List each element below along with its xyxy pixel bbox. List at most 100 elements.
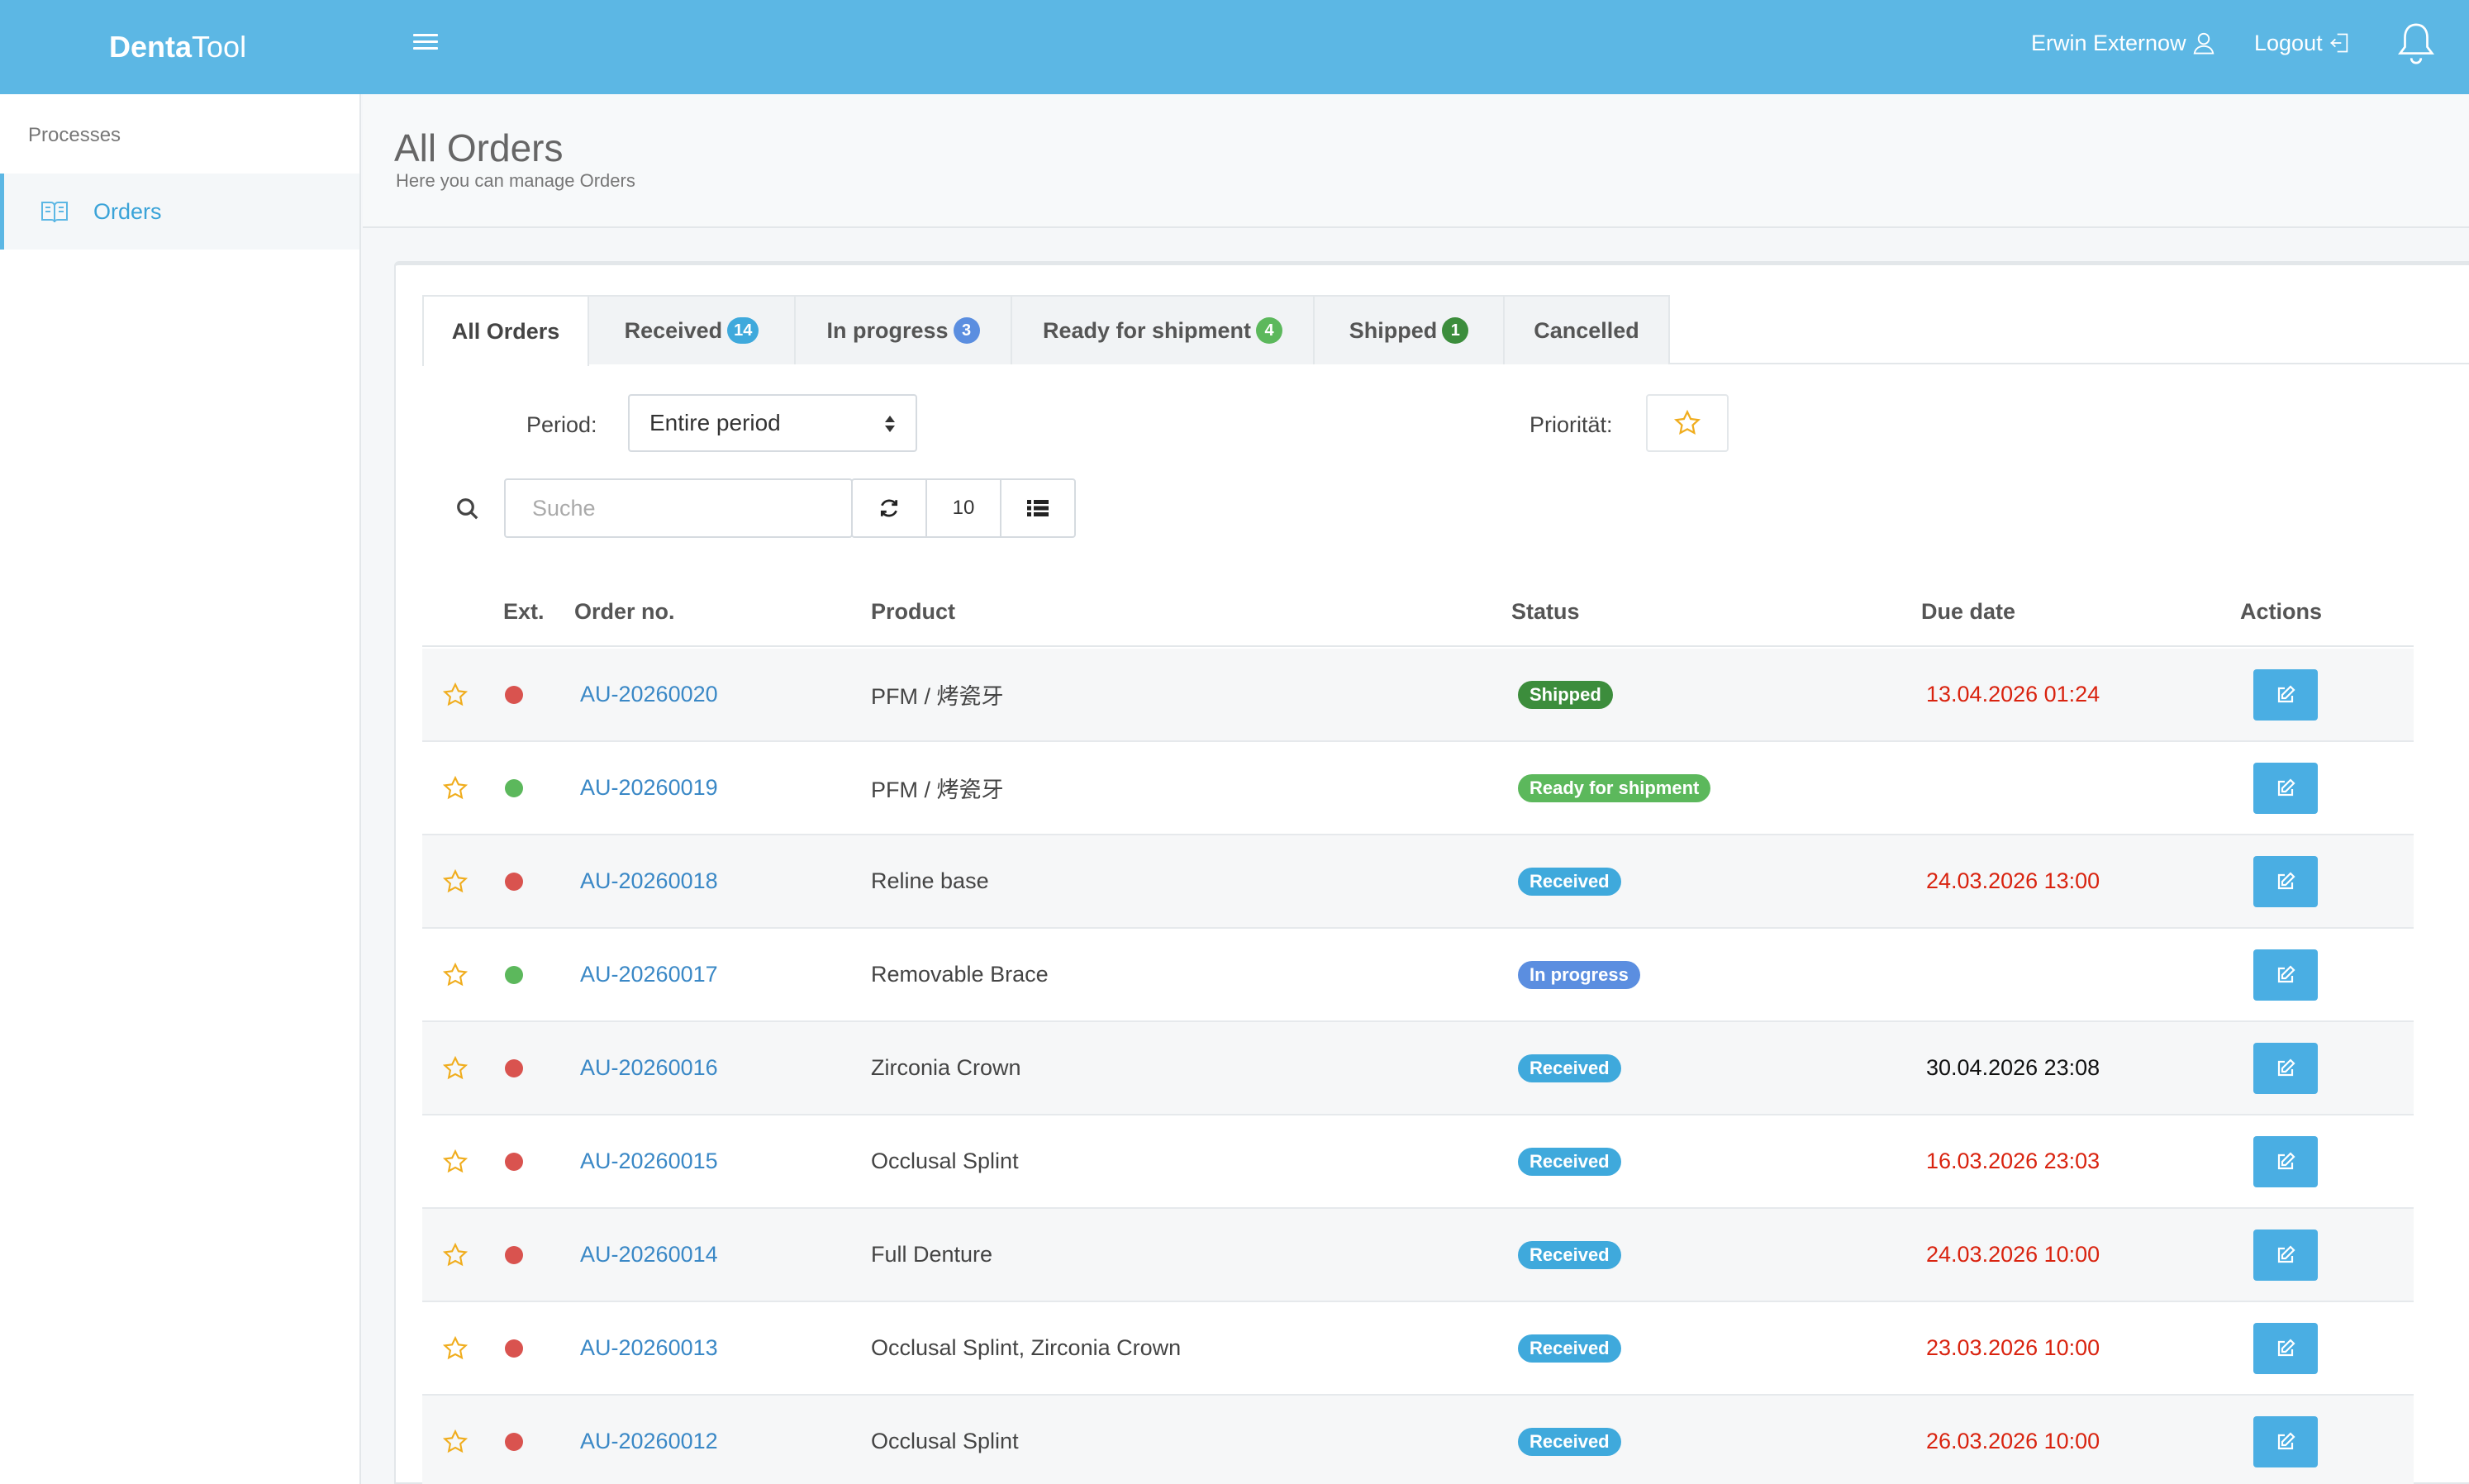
tab-in-progress[interactable]: In progress 3 (794, 295, 1012, 364)
due-date: 26.03.2026 10:00 (1926, 1429, 2100, 1453)
order-number-link[interactable]: AU-20260012 (580, 1429, 718, 1453)
priority-star-toggle[interactable] (442, 1022, 470, 1114)
priority-filter-button[interactable] (1646, 394, 1729, 452)
tab-label: Received (624, 317, 723, 343)
table-row: AU-20260017 Removable Brace In progress (422, 929, 2414, 1022)
table-row: AU-20260013 Occlusal Splint, Zirconia Cro… (422, 1302, 2414, 1396)
edit-order-button[interactable] (2253, 1229, 2318, 1281)
order-number-link[interactable]: AU-20260017 (580, 962, 718, 987)
table-row: AU-20260018 Reline base Received 24.03.2026… (422, 835, 2414, 929)
order-number-link[interactable]: AU-20260015 (580, 1149, 718, 1173)
column-header-due-date[interactable]: Due date (1921, 599, 2016, 624)
edit-order-button[interactable] (2253, 855, 2318, 907)
order-number-link[interactable]: AU-20260019 (580, 775, 718, 800)
ext-indicator (505, 1209, 523, 1301)
tab-label: In progress (826, 317, 949, 343)
actions-cell (2253, 1022, 2318, 1114)
ext-indicator (505, 929, 523, 1020)
status-cell: Received (1518, 1022, 1621, 1114)
table-row: AU-20260012 Occlusal Splint Received 26.03.… (422, 1396, 2414, 1484)
page-size-button[interactable]: 10 (925, 478, 1001, 538)
edit-order-button[interactable] (2253, 1322, 2318, 1374)
column-header-ext[interactable]: Ext. (503, 599, 545, 624)
priority-star-toggle[interactable] (442, 929, 470, 1020)
actions-cell (2253, 1396, 2318, 1484)
user-name: Erwin Externow (2031, 31, 2186, 55)
tab-cancelled[interactable]: Cancelled (1503, 295, 1670, 364)
priority-star-toggle[interactable] (442, 1396, 470, 1484)
status-badge: Received (1518, 1147, 1621, 1176)
menu-toggle-icon[interactable] (413, 30, 438, 55)
priority-star-toggle[interactable] (442, 1115, 470, 1207)
status-cell: Received (1518, 1209, 1621, 1301)
edit-order-button[interactable] (2253, 762, 2318, 814)
star-outline-icon (442, 1429, 469, 1455)
star-outline-icon (442, 1149, 469, 1175)
priority-star-toggle[interactable] (442, 649, 470, 740)
refresh-button[interactable] (851, 478, 927, 538)
period-select[interactable]: Entire period (628, 394, 917, 452)
column-header-product[interactable]: Product (871, 599, 956, 624)
table-row: AU-20260019 PFM / 烤瓷牙 Ready for shipment (422, 742, 2414, 835)
search-input[interactable] (504, 478, 853, 538)
count-badge: 14 (727, 317, 759, 344)
list-icon (1027, 500, 1049, 516)
status-dot-icon (505, 1339, 523, 1358)
status-dot-icon (505, 778, 523, 797)
tab-received[interactable]: Received 14 (588, 295, 796, 364)
tab-shipped[interactable]: Shipped 1 (1313, 295, 1505, 364)
order-number-link[interactable]: AU-20260020 (580, 682, 718, 706)
due-date: 16.03.2026 23:03 (1926, 1149, 2100, 1173)
order-number-link[interactable]: AU-20260013 (580, 1335, 718, 1360)
star-outline-icon (442, 775, 469, 801)
tab-all-orders[interactable]: All Orders (422, 295, 589, 366)
table-row: AU-20260020 PFM / 烤瓷牙 Shipped 13.04.2026 01… (422, 649, 2414, 742)
priority-star-toggle[interactable] (442, 835, 470, 927)
count-badge: 4 (1256, 317, 1283, 344)
ext-indicator (505, 1396, 523, 1484)
user-menu[interactable]: Erwin Externow (2031, 28, 2216, 58)
edit-order-button[interactable] (2253, 949, 2318, 1001)
table-row: AU-20260015 Occlusal Splint Received 16.03.… (422, 1115, 2414, 1209)
tab-label: Cancelled (1534, 317, 1639, 343)
user-icon (2193, 32, 2214, 55)
due-date: 23.03.2026 10:00 (1926, 1335, 2100, 1360)
logout-link[interactable]: Logout (2254, 28, 2351, 58)
sidebar-item-orders[interactable]: Orders (0, 174, 359, 250)
tab-label: All Orders (451, 318, 560, 344)
edit-order-button[interactable] (2253, 1135, 2318, 1187)
status-dot-icon (505, 872, 523, 891)
status-dot-icon (505, 1432, 523, 1451)
edit-order-button[interactable] (2253, 668, 2318, 721)
edit-icon (2276, 1151, 2295, 1172)
columns-toggle-button[interactable] (1000, 478, 1076, 538)
order-number-link[interactable]: AU-20260016 (580, 1055, 718, 1080)
priority-star-toggle[interactable] (442, 1209, 470, 1301)
column-header-status[interactable]: Status (1511, 599, 1580, 624)
table-header: Ext. Order no. Product Status Due date A… (422, 579, 2414, 647)
bell-icon[interactable] (2396, 21, 2436, 66)
priority-star-toggle[interactable] (442, 1302, 470, 1394)
status-badge: In progress (1518, 960, 1640, 989)
actions-cell (2253, 835, 2318, 927)
priority-star-toggle[interactable] (442, 742, 470, 834)
edit-icon (2276, 778, 2295, 798)
column-header-order-no[interactable]: Order no. (574, 599, 675, 624)
edit-order-button[interactable] (2253, 1042, 2318, 1094)
period-value: Entire period (649, 410, 781, 435)
product-name: PFM / 烤瓷牙 (871, 684, 1004, 709)
status-cell: Ready for shipment (1518, 742, 1711, 834)
ext-indicator (505, 742, 523, 834)
product-name: PFM / 烤瓷牙 (871, 778, 1004, 802)
order-number-link[interactable]: AU-20260018 (580, 868, 718, 893)
edit-icon (2276, 1338, 2295, 1358)
count-badge: 1 (1442, 317, 1469, 344)
edit-icon (2276, 684, 2295, 705)
logout-icon (2330, 33, 2348, 53)
actions-cell (2253, 1302, 2318, 1394)
order-number-link[interactable]: AU-20260014 (580, 1242, 718, 1267)
edit-order-button[interactable] (2253, 1415, 2318, 1467)
brand-logo[interactable]: DentaTool (109, 30, 247, 64)
actions-cell (2253, 1209, 2318, 1301)
tab-ready-for-shipment[interactable]: Ready for shipment 4 (1011, 295, 1315, 364)
